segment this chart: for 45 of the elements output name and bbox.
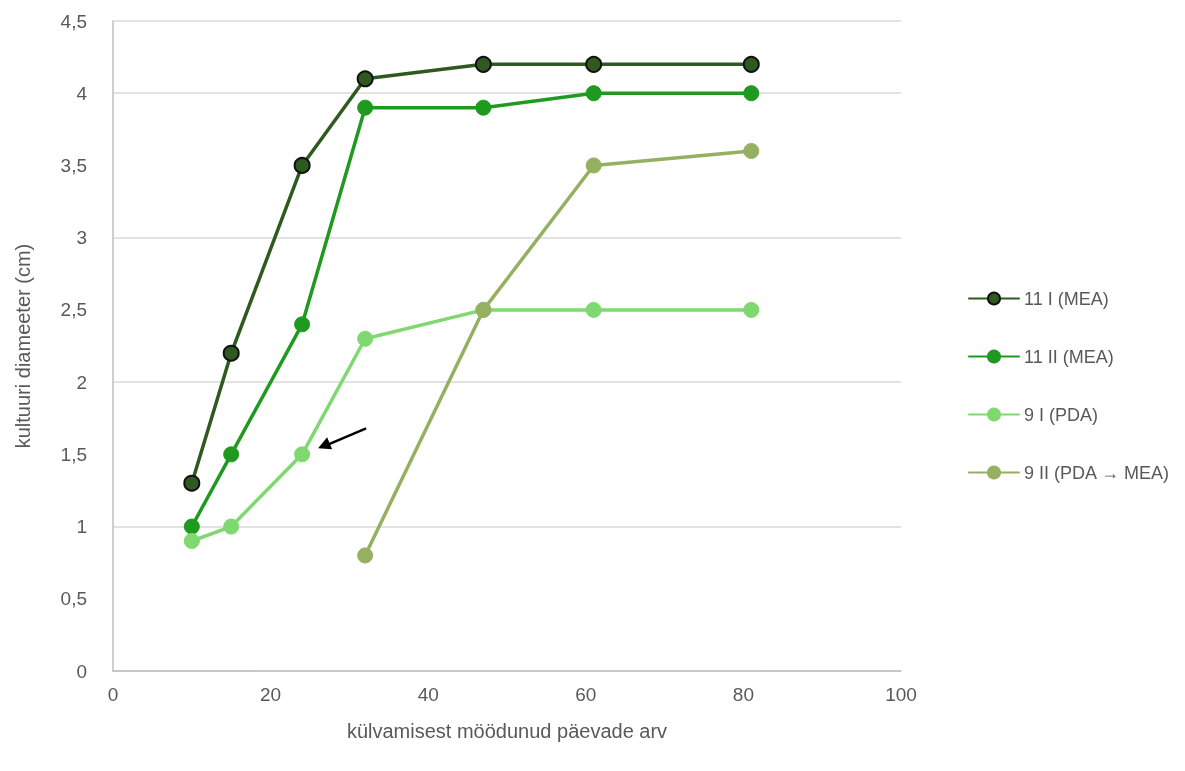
legend-label: 9 I (PDA) — [1023, 404, 1098, 425]
point — [294, 446, 311, 463]
point — [585, 157, 602, 174]
point — [743, 85, 760, 102]
point — [742, 55, 760, 73]
legend-label: 9 II (PDA → MEA) — [1023, 462, 1170, 483]
x-axis-title: külvamisest möödunud päevade arv — [346, 720, 668, 742]
point — [743, 143, 760, 159]
x-tick-label: 100 — [885, 684, 917, 705]
point — [223, 518, 240, 535]
point — [293, 156, 311, 174]
x-tick-label: 40 — [417, 684, 439, 705]
y-tick-label: 1 — [76, 516, 87, 538]
y-tick-label: 3 — [76, 227, 87, 249]
point — [585, 55, 603, 73]
y-tick-label: 4 — [76, 82, 88, 104]
y-tick-label: 0 — [76, 660, 87, 682]
point — [585, 301, 602, 318]
legend-label: 11 II (MEA) — [1023, 346, 1114, 367]
point — [356, 70, 374, 88]
x-tick-label: 80 — [732, 684, 754, 705]
point — [475, 99, 492, 116]
y-tick-label: 4,5 — [60, 10, 87, 32]
point — [357, 547, 374, 564]
point — [585, 85, 602, 102]
point — [294, 316, 311, 333]
point — [183, 518, 200, 535]
y-tick-label: 2 — [76, 371, 87, 393]
point — [223, 446, 240, 463]
x-tick-label: 60 — [575, 684, 597, 705]
point — [183, 474, 201, 492]
legend-label: 11 I (MEA) — [1023, 288, 1109, 309]
y-tick-label: 1,5 — [60, 443, 87, 465]
point — [743, 301, 760, 318]
point — [357, 99, 374, 116]
point — [222, 344, 240, 362]
y-tick-label: 3,5 — [60, 154, 87, 176]
point — [474, 55, 492, 73]
y-axis-title: kultuuri diameeter (cm) — [12, 243, 34, 449]
x-tick-label: 0 — [107, 684, 119, 705]
point — [357, 330, 374, 347]
point — [183, 533, 200, 549]
x-tick-label: 20 — [260, 684, 282, 705]
y-tick-label: 0,5 — [60, 588, 87, 610]
y-tick-label: 2,5 — [60, 299, 87, 321]
